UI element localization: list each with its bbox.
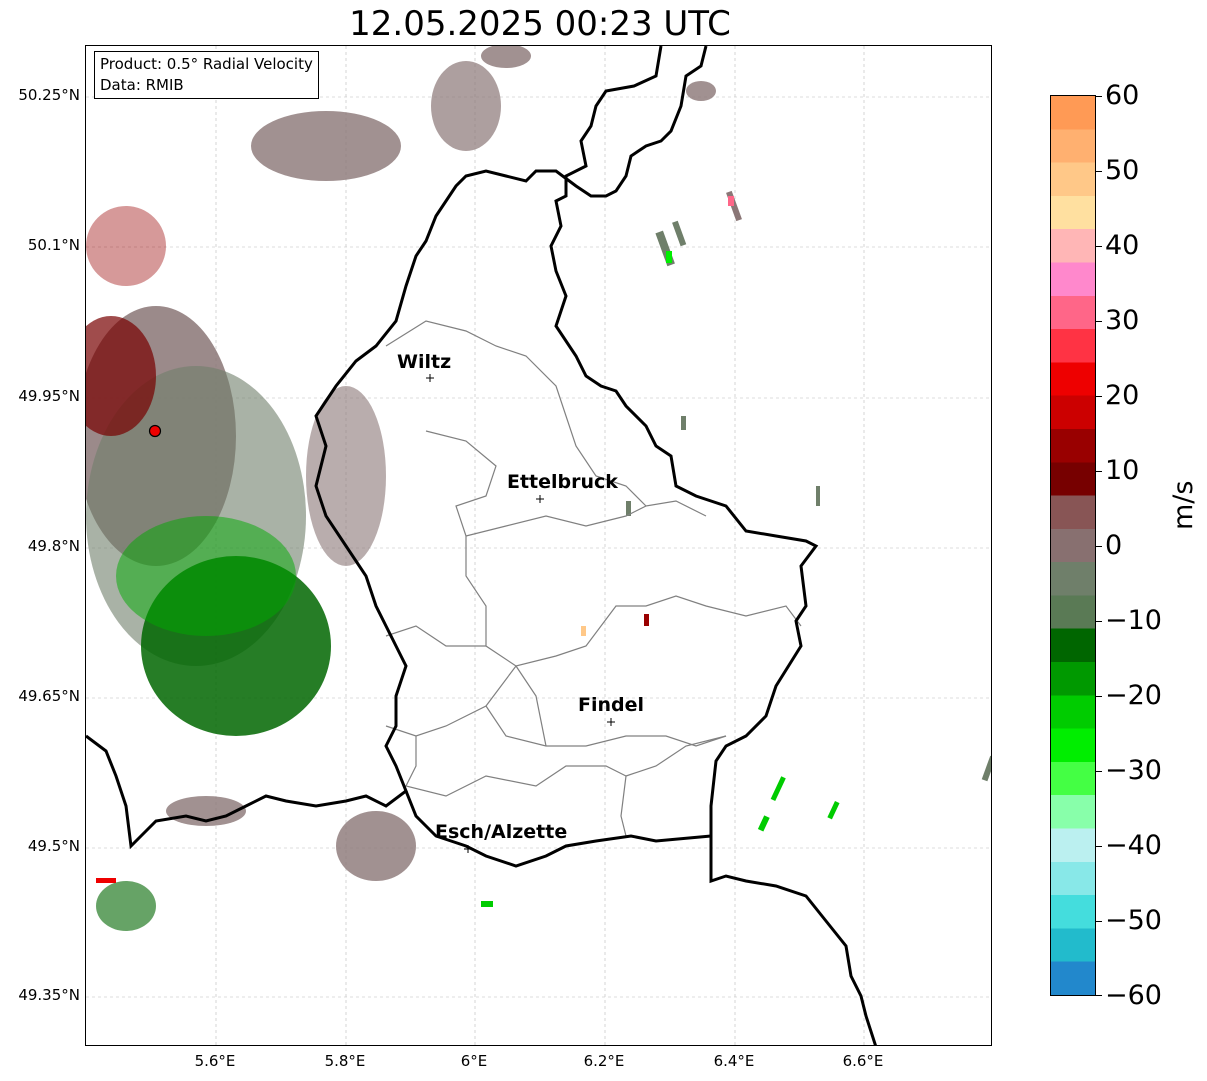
colorbar-tick-label: 0 (1105, 530, 1123, 561)
lat-tick-label: 49.65°N (18, 687, 80, 705)
city-label-esch-alzette: Esch/Alzette (435, 821, 568, 843)
map-title: 12.05.2025 00:23 UTC (349, 4, 731, 44)
lon-tick-label: 6.6°E (842, 1052, 884, 1070)
colorbar-tick-label: −10 (1105, 605, 1162, 636)
lat-tick-label: 49.8°N (27, 537, 80, 555)
colorbar-tick-mark (1096, 921, 1102, 922)
velocity-colorbar (1050, 95, 1096, 996)
lon-tick-label: 5.6°E (194, 1052, 236, 1070)
district-boundaries (385, 320, 802, 837)
lat-tick-label: 49.95°N (18, 387, 80, 405)
colorbar-tick-mark (1096, 621, 1102, 622)
national-borders (86, 46, 877, 1045)
colorbar-tick-label: −50 (1105, 905, 1162, 936)
colorbar-tick-mark (1096, 846, 1102, 847)
colorbar-tick-mark (1096, 696, 1102, 697)
colorbar-tick-label: 60 (1105, 80, 1140, 111)
lon-tick-label: 5.8°E (324, 1052, 366, 1070)
colorbar-tick-label: 20 (1105, 380, 1140, 411)
city-label-ettelbruck: Ettelbruck (507, 471, 618, 493)
city-markers (426, 374, 615, 853)
colorbar-tick-label: −40 (1105, 830, 1162, 861)
colorbar-tick-mark (1096, 771, 1102, 772)
colorbar-tick-label: 10 (1105, 455, 1140, 486)
colorbar-tick-mark (1096, 546, 1102, 547)
colorbar-tick-label: −20 (1105, 680, 1162, 711)
colorbar-tick-mark (1096, 396, 1102, 397)
lon-tick-label: 6.2°E (583, 1052, 625, 1070)
colorbar-tick-label: 40 (1105, 230, 1140, 261)
lon-tick-label: 6°E (460, 1052, 488, 1070)
city-label-wiltz: Wiltz (397, 351, 452, 373)
radar-map[interactable] (85, 45, 992, 1046)
colorbar-tick-label: −60 (1105, 980, 1162, 1011)
colorbar-tick-mark (1096, 246, 1102, 247)
colorbar-tick-mark (1096, 321, 1102, 322)
colorbar-tick-mark (1096, 995, 1102, 996)
product-info-box: Product: 0.5° Radial Velocity Data: RMIB (94, 51, 319, 99)
radar-site-marker (148, 424, 162, 438)
velocity-echoes (86, 46, 991, 931)
lat-tick-label: 50.25°N (18, 86, 80, 104)
colorbar-unit-label: m/s (1168, 480, 1199, 530)
colorbar-tick-mark (1096, 471, 1102, 472)
lat-tick-label: 49.35°N (18, 986, 80, 1004)
colorbar-tick-mark (1096, 171, 1102, 172)
lat-tick-label: 50.1°N (27, 236, 80, 254)
colorbar-tick-label: 30 (1105, 305, 1140, 336)
data-source-text: Data: RMIB (100, 76, 184, 94)
lat-tick-label: 49.5°N (27, 837, 80, 855)
product-text: Product: 0.5° Radial Velocity (100, 55, 313, 73)
colorbar-tick-label: 50 (1105, 155, 1140, 186)
colorbar-tick-mark (1096, 96, 1102, 97)
lon-tick-label: 6.4°E (713, 1052, 755, 1070)
map-canvas (86, 46, 991, 1045)
city-label-findel: Findel (578, 694, 645, 716)
colorbar-tick-label: −30 (1105, 755, 1162, 786)
